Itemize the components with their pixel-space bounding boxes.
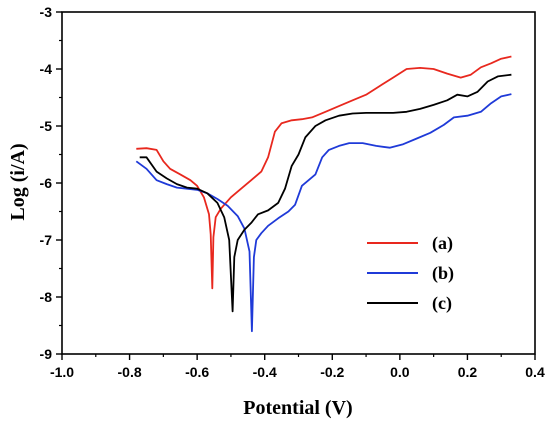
y-tick-label: -9 <box>40 346 53 362</box>
x-tick-label: 0.0 <box>390 364 410 380</box>
x-tick-label: -0.4 <box>253 364 277 380</box>
y-tick-label: -8 <box>40 289 53 305</box>
y-tick-label: -5 <box>40 118 53 134</box>
x-tick-label: -0.2 <box>320 364 344 380</box>
y-tick-label: -7 <box>40 232 53 248</box>
plot-frame <box>61 11 536 355</box>
x-tick-label: -0.6 <box>185 364 209 380</box>
series-line-a <box>136 55 512 290</box>
series-layer <box>135 55 512 333</box>
x-tick-label: -0.8 <box>118 364 142 380</box>
x-tick-label: 0.4 <box>525 364 545 380</box>
y-tick-label: -3 <box>40 4 53 20</box>
series-line-b <box>135 93 512 333</box>
legend-label-c: (c) <box>432 293 452 314</box>
legend: (a) (b) (c) <box>367 233 454 314</box>
x-tick-label: 0.2 <box>458 364 478 380</box>
legend-label-a: (a) <box>432 233 453 254</box>
x-axis-title: Potential (V) <box>243 397 352 419</box>
legend-label-b: (b) <box>432 263 454 284</box>
plot-border <box>61 11 536 355</box>
y-tick-label: -4 <box>40 61 53 77</box>
y-axis-title: Log (i/A) <box>7 143 29 220</box>
series-line-c <box>139 73 512 313</box>
x-tick-label: -1.0 <box>50 364 74 380</box>
ticks-layer: -1.0 -0.8 -0.6 -0.4 -0.2 0.0 0.2 0.4 -9 -8 -7 -6 -5 -… <box>40 4 545 380</box>
y-tick-label: -6 <box>40 175 53 191</box>
